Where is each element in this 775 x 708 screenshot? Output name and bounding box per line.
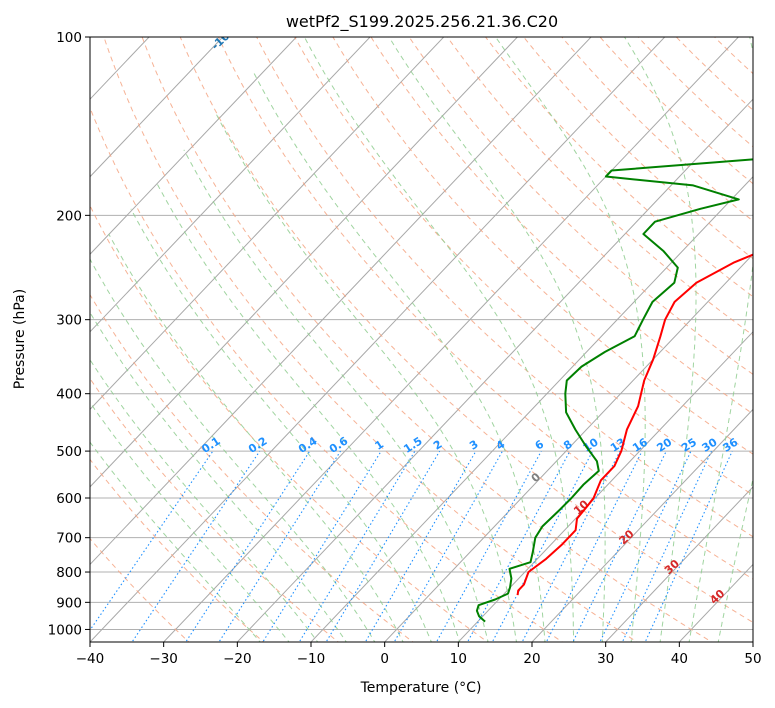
mixing-ratio-line xyxy=(131,450,261,642)
dry-adiabat-line xyxy=(103,37,638,642)
x-tick-label: 0 xyxy=(380,651,389,667)
dry-adiabat-line xyxy=(332,37,753,455)
dry-adiabat-line xyxy=(637,37,753,148)
dry-adiabat-line xyxy=(90,377,340,642)
moist-adiabat-line xyxy=(303,37,575,642)
dry-adiabat-line xyxy=(256,37,753,538)
isotherm-line xyxy=(90,37,666,642)
dry-adiabat-line xyxy=(599,37,753,185)
mixing-ratio-line xyxy=(435,450,542,642)
mixing-ratio-line xyxy=(90,450,214,632)
x-axis-ticks: −40 −30 −20 −10 0 10 20 30 40 50 xyxy=(76,642,762,667)
y-axis-ticks: 100 200 300 400 500 600 700 800 900 1000 xyxy=(48,30,90,638)
y-tick-label: 400 xyxy=(56,387,82,403)
mixing-ratio-line xyxy=(521,450,621,642)
grid-lines xyxy=(90,37,753,642)
plot-area: 0.10.20.40.611.52346810131620253036-100-… xyxy=(90,37,753,642)
y-tick-label: 200 xyxy=(56,208,82,224)
isotherm-line xyxy=(383,253,753,642)
mixing-ratio-line xyxy=(298,450,416,642)
y-tick-label: 1000 xyxy=(48,622,82,638)
x-tick-label: 20 xyxy=(523,651,540,667)
moist-adiabat-line xyxy=(688,37,753,642)
isotherm-line xyxy=(90,37,445,411)
y-tick-label: 800 xyxy=(56,565,82,581)
moist-adiabat-line xyxy=(388,37,606,642)
isotherm-line xyxy=(162,37,740,642)
isotherm-line xyxy=(90,37,298,256)
x-tick-label: 40 xyxy=(671,651,688,667)
isotherm-line xyxy=(457,331,753,642)
dry-adiabat-line xyxy=(408,37,753,375)
moist-adiabat-line xyxy=(155,180,461,642)
isotherm-line xyxy=(531,408,753,642)
moist-adiabat-line xyxy=(90,358,319,642)
dry-adiabat-line xyxy=(179,37,753,623)
isotherm-line xyxy=(90,37,224,178)
moist-adiabat-line xyxy=(90,311,347,642)
isotherm-line xyxy=(236,98,753,642)
moist-adiabat-line xyxy=(108,233,404,642)
y-tick-label: 600 xyxy=(56,491,82,507)
dry-adiabat-line xyxy=(217,37,753,580)
dry-adiabat-line xyxy=(561,37,753,222)
y-tick-label: 700 xyxy=(56,531,82,547)
dry-adiabat-line xyxy=(370,37,753,415)
dry-adiabat-line xyxy=(294,37,753,496)
x-tick-label: −40 xyxy=(76,651,105,667)
y-tick-label: 100 xyxy=(56,30,82,46)
moist-adiabat-line xyxy=(253,72,546,642)
isotherm-line xyxy=(90,37,519,488)
mixing-ratio-line xyxy=(364,450,477,642)
dry-adiabat-line xyxy=(90,293,414,642)
mixing-ratio-line xyxy=(325,450,441,642)
moist-adiabat-line xyxy=(90,258,376,642)
isotherm-line xyxy=(604,486,753,642)
mixing-ratio-line xyxy=(545,450,643,642)
temperature-profile-line xyxy=(516,253,753,596)
moist-adiabat-line xyxy=(130,208,432,642)
x-tick-label: −30 xyxy=(149,651,178,667)
dry-adiabat-line xyxy=(90,106,564,642)
y-tick-label: 300 xyxy=(56,313,82,329)
moist-adiabat-line xyxy=(90,401,290,642)
isotherm-line xyxy=(90,37,371,333)
mixing-ratio-line xyxy=(393,450,503,642)
y-tick-label: 900 xyxy=(56,595,82,611)
dewpoint-profile-line xyxy=(475,158,753,623)
plot-frame xyxy=(89,36,754,643)
y-axis-label: Pressure (hPa) xyxy=(12,289,28,389)
mixing-ratio-line xyxy=(466,450,571,642)
mixing-ratio-line xyxy=(185,450,311,642)
y-tick-label: 500 xyxy=(56,444,82,460)
moist-adiabat-line xyxy=(495,37,646,642)
x-tick-label: −10 xyxy=(297,651,326,667)
x-tick-label: −20 xyxy=(223,651,252,667)
mixing-ratio-line xyxy=(491,450,594,642)
x-tick-label: 50 xyxy=(744,651,761,667)
moist-adiabat-line xyxy=(215,113,518,642)
mixing-ratio-line xyxy=(644,450,733,642)
dry-adiabat-line xyxy=(90,458,265,642)
dry-adiabat-line xyxy=(141,37,713,642)
x-tick-label: 10 xyxy=(450,651,467,667)
isotherm-line xyxy=(310,176,753,642)
profile-lines xyxy=(475,158,753,623)
x-tick-label: 30 xyxy=(597,651,614,667)
x-axis-label: Temperature (°C) xyxy=(360,680,482,696)
background-lines xyxy=(90,37,753,642)
chart-title: wetPf2_S199.2025.256.21.36.C20 xyxy=(286,12,558,32)
